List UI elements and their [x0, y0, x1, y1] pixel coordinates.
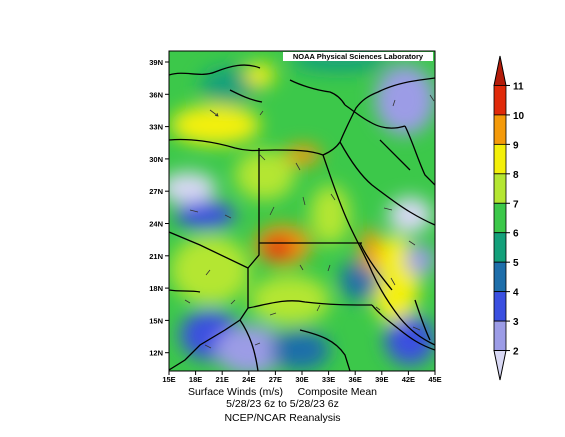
- lon-tick-label: 42E: [402, 375, 415, 384]
- colorbar-label: 3: [513, 317, 519, 328]
- lat-tick-label: 21N: [149, 252, 163, 261]
- colorbar-label: 5: [513, 258, 519, 269]
- wind-speed-field: [169, 51, 435, 371]
- lon-tick-label: 30E: [295, 375, 308, 384]
- lon-tick-label: 36E: [349, 375, 362, 384]
- lon-tick-label: 21E: [216, 375, 229, 384]
- colorbar: 2 3 4 5 6 7 8 9 10 11: [493, 55, 525, 381]
- lat-tick-label: 18N: [149, 284, 163, 293]
- colorbar-label: 6: [513, 229, 519, 240]
- map-panel: [169, 51, 435, 371]
- lat-tick-label: 24N: [149, 220, 163, 229]
- lat-tick-label: 27N: [149, 187, 163, 196]
- colorbar-swatch: [493, 114, 507, 145]
- colorbar-swatch: [493, 173, 507, 204]
- colorbar-swatch: [493, 143, 507, 175]
- lon-tick-label: 27E: [269, 375, 282, 384]
- colorbar-swatch: [493, 291, 507, 322]
- colorbar-label: 7: [513, 199, 519, 210]
- wind-vectors: [184, 94, 435, 349]
- lon-tick-label: 45E: [428, 375, 441, 384]
- lat-axis: 39N 36N 33N 30N 27N 24N 21N 18N 15N 12N: [149, 58, 169, 358]
- lat-tick-label: 33N: [149, 123, 163, 132]
- country-borders: [169, 64, 435, 371]
- colorbar-label: 4: [513, 288, 519, 299]
- caption-statistic: Composite Mean: [297, 386, 378, 398]
- colorbar-swatch: [493, 202, 507, 234]
- lon-tick-label: 15E: [162, 375, 175, 384]
- lat-tick-label: 39N: [149, 58, 163, 67]
- lon-tick-label: 39E: [375, 375, 388, 384]
- lon-tick-label: 33E: [322, 375, 335, 384]
- colorbar-swatch: [493, 261, 507, 293]
- caption-variable: Surface Winds (m/s): [187, 386, 284, 398]
- colorbar-swatch: [493, 232, 507, 263]
- caption-line-1: Surface Winds (m/s) Composite Mean: [0, 386, 565, 398]
- lon-tick-label: 24E: [242, 375, 255, 384]
- colorbar-label: 10: [513, 111, 525, 122]
- lat-tick-label: 15N: [149, 316, 163, 325]
- colorbar-label: 2: [513, 347, 519, 358]
- colorbar-swatch: [493, 320, 507, 351]
- colorbar-swatch: [493, 85, 507, 116]
- colorbar-label: 8: [513, 170, 519, 181]
- lon-axis: 15E 18E 21E 24E 27E 30E 33E 36E 39E 42E 45E: [162, 371, 442, 384]
- caption-date-range: 5/28/23 6z to 5/28/23 6z: [226, 398, 339, 410]
- lon-tick-label: 18E: [189, 375, 202, 384]
- lat-tick-label: 30N: [149, 155, 163, 164]
- caption-source: NCEP/NCAR Reanalysis: [224, 412, 341, 424]
- colorbar-bottom-triangle: [493, 350, 507, 381]
- lat-tick-label: 12N: [149, 349, 163, 358]
- lat-tick-label: 36N: [149, 90, 163, 99]
- colorbar-top-triangle: [493, 55, 507, 86]
- credit-label: NOAA Physical Sciences Laboratory: [283, 52, 433, 61]
- colorbar-label: 11: [513, 81, 524, 92]
- colorbar-label: 9: [513, 140, 519, 151]
